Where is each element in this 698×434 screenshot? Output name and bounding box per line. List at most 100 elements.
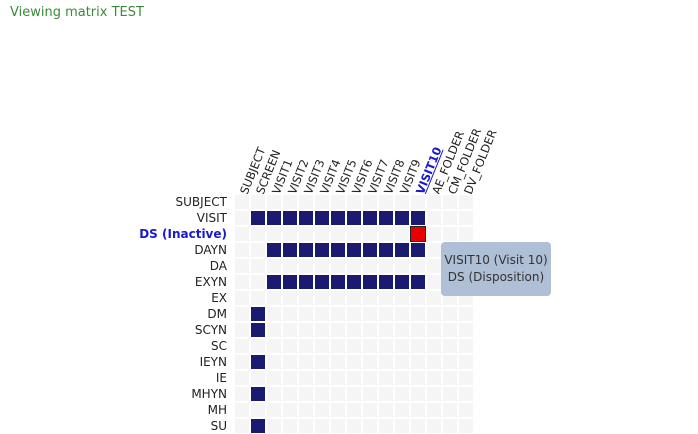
matrix-cell[interactable] bbox=[282, 322, 298, 338]
matrix-cell[interactable] bbox=[426, 258, 442, 274]
matrix-cell[interactable] bbox=[330, 194, 346, 210]
row-header-ex[interactable]: EX bbox=[211, 291, 227, 305]
matrix-cell[interactable] bbox=[346, 402, 362, 418]
matrix-cell[interactable] bbox=[282, 290, 298, 306]
matrix-cell[interactable] bbox=[394, 194, 410, 210]
matrix-cell[interactable] bbox=[314, 290, 330, 306]
matrix-cell[interactable] bbox=[314, 418, 330, 434]
matrix-cell[interactable] bbox=[234, 338, 250, 354]
matrix-cell[interactable] bbox=[234, 306, 250, 322]
matrix-cell[interactable] bbox=[394, 306, 410, 322]
matrix-cell[interactable] bbox=[394, 338, 410, 354]
matrix-cell[interactable] bbox=[266, 242, 282, 258]
matrix-cell[interactable] bbox=[362, 386, 378, 402]
matrix-cell[interactable] bbox=[394, 386, 410, 402]
matrix-cell[interactable] bbox=[250, 322, 266, 338]
matrix-cell[interactable] bbox=[282, 242, 298, 258]
matrix-cell[interactable] bbox=[282, 258, 298, 274]
matrix-cell[interactable] bbox=[362, 322, 378, 338]
matrix-cell[interactable] bbox=[250, 338, 266, 354]
matrix-cell[interactable] bbox=[234, 370, 250, 386]
row-header-dayn[interactable]: DAYN bbox=[194, 243, 227, 257]
matrix-cell[interactable] bbox=[410, 258, 426, 274]
row-header-subject[interactable]: SUBJECT bbox=[175, 195, 227, 209]
matrix-cell[interactable] bbox=[458, 402, 474, 418]
matrix-cell[interactable] bbox=[330, 402, 346, 418]
matrix-cell[interactable] bbox=[266, 210, 282, 226]
matrix-cell[interactable] bbox=[266, 370, 282, 386]
matrix-cell[interactable] bbox=[394, 354, 410, 370]
matrix-cell[interactable] bbox=[346, 354, 362, 370]
matrix-cell[interactable] bbox=[266, 322, 282, 338]
matrix-cell[interactable] bbox=[458, 370, 474, 386]
matrix-cell[interactable] bbox=[250, 274, 266, 290]
matrix-cell[interactable] bbox=[378, 242, 394, 258]
matrix-cell[interactable] bbox=[394, 242, 410, 258]
matrix-cell[interactable] bbox=[362, 226, 378, 242]
matrix-cell[interactable] bbox=[298, 242, 314, 258]
matrix-cell[interactable] bbox=[362, 194, 378, 210]
matrix-cell[interactable] bbox=[394, 258, 410, 274]
matrix-cell[interactable] bbox=[266, 226, 282, 242]
matrix-cell[interactable] bbox=[314, 194, 330, 210]
matrix-cell[interactable] bbox=[426, 370, 442, 386]
matrix-cell[interactable] bbox=[298, 386, 314, 402]
matrix-cell[interactable] bbox=[426, 290, 442, 306]
matrix-cell[interactable] bbox=[250, 354, 266, 370]
matrix-cell[interactable] bbox=[330, 354, 346, 370]
matrix-cell[interactable] bbox=[314, 386, 330, 402]
row-header-da[interactable]: DA bbox=[209, 259, 227, 273]
matrix-cell[interactable] bbox=[378, 306, 394, 322]
matrix-cell[interactable] bbox=[298, 402, 314, 418]
matrix-cell[interactable] bbox=[298, 258, 314, 274]
matrix-cell[interactable] bbox=[298, 418, 314, 434]
matrix-cell[interactable] bbox=[346, 338, 362, 354]
matrix-cell[interactable] bbox=[426, 226, 442, 242]
matrix-cell[interactable] bbox=[442, 338, 458, 354]
row-header-scyn[interactable]: SCYN bbox=[194, 323, 227, 337]
matrix-cell[interactable] bbox=[346, 370, 362, 386]
matrix-cell[interactable] bbox=[442, 306, 458, 322]
matrix-cell[interactable] bbox=[442, 402, 458, 418]
matrix-cell[interactable] bbox=[362, 402, 378, 418]
matrix-cell[interactable] bbox=[266, 402, 282, 418]
matrix-cell[interactable] bbox=[362, 242, 378, 258]
matrix-cell[interactable] bbox=[330, 370, 346, 386]
matrix-cell[interactable] bbox=[346, 306, 362, 322]
matrix-cell[interactable] bbox=[234, 226, 250, 242]
matrix-cell[interactable] bbox=[282, 354, 298, 370]
matrix-cell[interactable] bbox=[458, 322, 474, 338]
matrix-cell[interactable] bbox=[410, 354, 426, 370]
matrix-cell[interactable] bbox=[362, 418, 378, 434]
matrix-cell[interactable] bbox=[426, 210, 442, 226]
matrix-cell[interactable] bbox=[266, 418, 282, 434]
matrix-cell[interactable] bbox=[410, 306, 426, 322]
matrix-cell[interactable] bbox=[250, 370, 266, 386]
matrix-cell[interactable] bbox=[266, 354, 282, 370]
matrix-cell[interactable] bbox=[410, 290, 426, 306]
matrix-cell[interactable] bbox=[346, 274, 362, 290]
matrix-cell[interactable] bbox=[282, 418, 298, 434]
matrix-cell[interactable] bbox=[330, 290, 346, 306]
matrix-cell[interactable] bbox=[426, 354, 442, 370]
matrix-cell[interactable] bbox=[298, 354, 314, 370]
matrix-cell[interactable] bbox=[330, 386, 346, 402]
matrix-cell[interactable] bbox=[282, 306, 298, 322]
matrix-cell[interactable] bbox=[266, 258, 282, 274]
matrix-cell[interactable] bbox=[250, 306, 266, 322]
matrix-cell[interactable] bbox=[314, 210, 330, 226]
row-header-sc[interactable]: SC bbox=[211, 339, 227, 353]
matrix-cell[interactable] bbox=[394, 226, 410, 242]
matrix-cell[interactable] bbox=[266, 274, 282, 290]
matrix-cell[interactable] bbox=[346, 386, 362, 402]
matrix-cell[interactable] bbox=[362, 338, 378, 354]
matrix-cell[interactable] bbox=[314, 274, 330, 290]
matrix-cell[interactable] bbox=[250, 194, 266, 210]
matrix-cell[interactable] bbox=[362, 306, 378, 322]
matrix-cell[interactable] bbox=[346, 418, 362, 434]
matrix-cell[interactable] bbox=[410, 386, 426, 402]
row-header-dm[interactable]: DM bbox=[207, 307, 227, 321]
matrix-cell[interactable] bbox=[250, 402, 266, 418]
matrix-cell[interactable] bbox=[266, 194, 282, 210]
matrix-cell[interactable] bbox=[330, 322, 346, 338]
